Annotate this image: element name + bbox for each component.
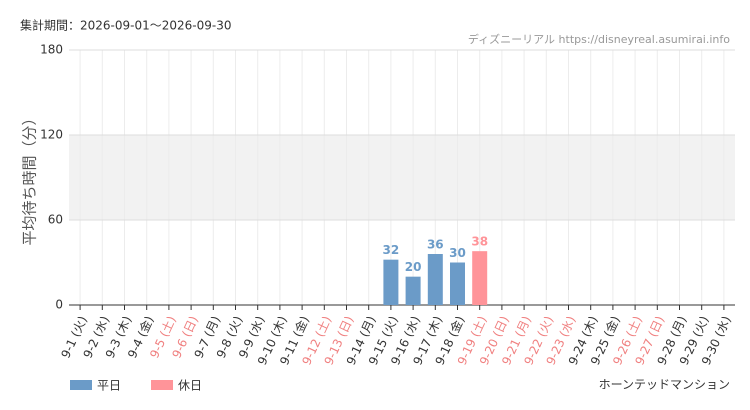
y-tick-label: 0 <box>55 298 63 312</box>
y-tick-label: 120 <box>40 128 63 142</box>
period: 集計期間：2026-09-01〜2026-09-30 <box>20 18 231 33</box>
y-tick-label: 60 <box>48 213 63 227</box>
legend-label: 休日 <box>178 379 202 393</box>
data-label: 30 <box>449 246 466 260</box>
data-label: 20 <box>405 260 422 274</box>
bar <box>383 259 399 305</box>
legend-swatch <box>70 380 92 390</box>
y-tick-label: 180 <box>40 43 63 57</box>
bar <box>427 254 443 305</box>
legend-label: 平日 <box>97 379 121 393</box>
legend-swatch <box>151 380 174 390</box>
bar <box>405 276 421 305</box>
site: ディズニーリアル https://disneyreal.asumirai.inf… <box>468 32 730 46</box>
y-axis-title: 平均待ち時間（分） <box>21 110 39 245</box>
data-label: 32 <box>383 243 400 257</box>
attraction: ホーンテッドマンション <box>599 378 730 392</box>
bar <box>472 251 488 305</box>
data-label: 36 <box>427 238 444 252</box>
data-label: 38 <box>471 235 488 249</box>
grid-band <box>69 135 735 220</box>
bar <box>450 262 465 305</box>
